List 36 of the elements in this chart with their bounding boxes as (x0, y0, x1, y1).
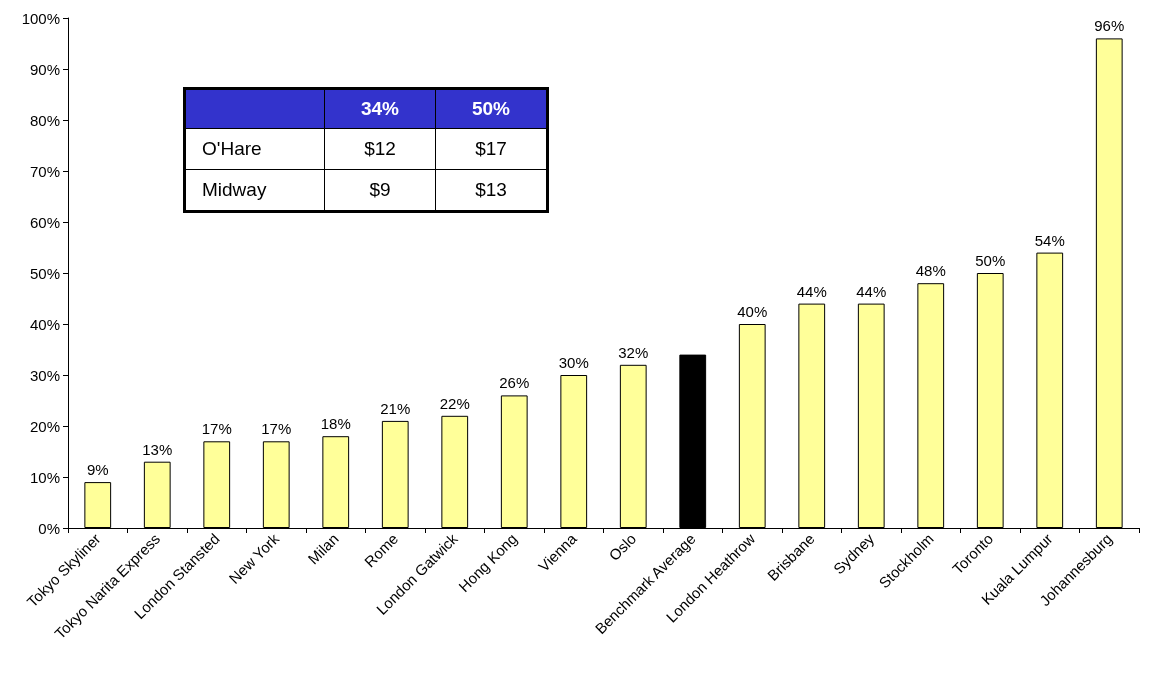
data-label: 54% (1034, 231, 1065, 249)
y-tick-label: 90% (29, 60, 60, 78)
y-tick-label: 80% (29, 111, 60, 129)
y-tick-label: 10% (29, 468, 60, 486)
annotation: 50% (435, 88, 548, 129)
y-tick-label: 20% (29, 417, 60, 435)
data-label: 18% (320, 415, 351, 433)
data-label: 32% (618, 343, 649, 361)
data-label: 9% (86, 461, 109, 479)
annotation: $12 (324, 128, 436, 170)
data-label: 21% (380, 399, 411, 417)
data-label: 17% (261, 420, 292, 438)
x-tick-label: Oslo (605, 529, 640, 564)
y-tick-label: 0% (38, 519, 60, 537)
y-tick-label: 30% (29, 366, 60, 384)
y-tick-label: 50% (29, 264, 60, 282)
data-label: 44% (796, 282, 827, 300)
y-tick-label: 40% (29, 315, 60, 333)
data-label: 48% (915, 262, 946, 280)
y-tick-label: 60% (29, 213, 60, 231)
annotation: $17 (435, 128, 548, 170)
annotation: $9 (324, 169, 436, 212)
data-label: 30% (558, 354, 589, 371)
data-label: 96% (1094, 17, 1125, 35)
y-tick-label: 70% (29, 162, 60, 180)
data-label: 44% (856, 282, 887, 300)
data-label: 13% (142, 440, 173, 458)
data-label: 26% (499, 374, 530, 392)
annotation: 34% (324, 88, 436, 129)
data-label: 17% (201, 420, 232, 438)
annotation: O'Hare (184, 128, 325, 170)
data-label: 50% (975, 252, 1006, 269)
data-label: 22% (439, 394, 470, 412)
data-label: 40% (737, 303, 768, 320)
annotation: Midway (184, 169, 325, 212)
y-tick-label: 100% (21, 9, 60, 27)
